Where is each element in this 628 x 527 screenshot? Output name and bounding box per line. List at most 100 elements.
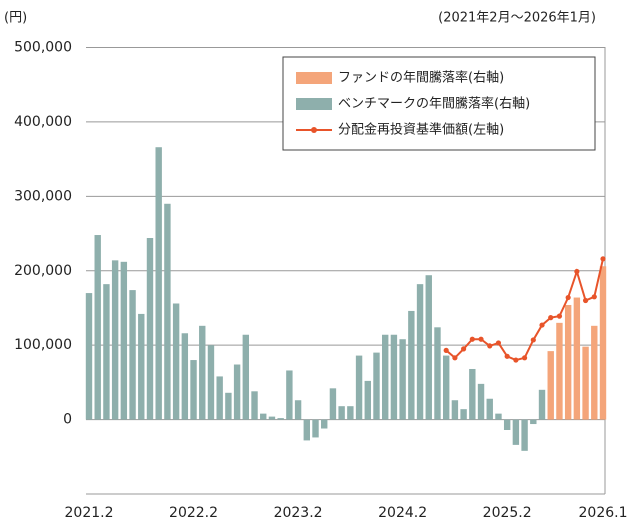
line-point <box>504 353 510 359</box>
bar <box>155 147 162 420</box>
bar <box>260 413 267 420</box>
bar <box>146 238 154 420</box>
x-tick-label: 2022.2 <box>169 505 218 521</box>
line-point <box>530 337 536 343</box>
bar <box>207 345 215 420</box>
line-point <box>565 294 571 301</box>
bar <box>486 398 493 420</box>
bar <box>495 413 502 420</box>
bar <box>329 388 337 420</box>
line-point <box>478 336 484 342</box>
bar <box>94 235 101 420</box>
bar <box>321 419 328 429</box>
x-tick-label: 2025.2 <box>483 505 532 521</box>
bar <box>111 260 119 420</box>
bar <box>373 352 380 420</box>
y-tick-label: 200,000 <box>14 263 72 279</box>
bar <box>390 334 398 420</box>
bar <box>573 297 581 420</box>
bar <box>164 203 171 420</box>
line-point <box>556 313 563 319</box>
bar <box>530 419 537 425</box>
bar <box>382 334 389 420</box>
bar <box>355 355 363 420</box>
bar <box>85 293 93 420</box>
bar <box>233 364 241 420</box>
legend-box <box>282 56 596 151</box>
line-point <box>600 256 606 262</box>
bar <box>512 419 520 445</box>
bar <box>181 333 189 420</box>
line-point <box>582 297 589 304</box>
bar <box>251 391 258 420</box>
bar <box>242 334 250 420</box>
bar <box>120 261 128 420</box>
bar <box>556 322 563 420</box>
bar <box>469 368 476 420</box>
line-point <box>461 346 467 352</box>
bar <box>138 313 145 420</box>
bar <box>364 380 371 420</box>
y-tick-label: 300,000 <box>14 188 72 204</box>
bar <box>294 400 302 420</box>
bar <box>172 303 180 420</box>
line-point <box>591 294 597 300</box>
line-point <box>487 343 493 349</box>
line-point <box>548 315 554 321</box>
y-unit-label: (円) <box>4 11 27 26</box>
bar <box>312 419 319 438</box>
line-point <box>574 268 580 275</box>
legend-swatch <box>296 98 332 110</box>
bar <box>503 419 511 431</box>
x-tick-label: 2021.2 <box>65 505 114 521</box>
bar <box>477 383 485 420</box>
legend-swatch <box>296 72 332 84</box>
bar <box>451 400 459 420</box>
bar <box>399 339 406 420</box>
bar <box>225 392 232 420</box>
bar <box>277 418 284 420</box>
bar <box>190 360 197 420</box>
x-tick-label: 2026.1 <box>579 505 628 521</box>
legend-swatch-point <box>311 127 317 133</box>
line-point <box>495 340 502 346</box>
y-tick-label: 500,000 <box>14 40 72 56</box>
bar <box>199 325 206 420</box>
line-point <box>513 357 519 363</box>
y-tick-label: 400,000 <box>14 114 72 130</box>
x-tick-label: 2023.2 <box>274 505 323 521</box>
bar <box>286 370 293 420</box>
bar <box>442 355 450 420</box>
line-point <box>539 322 545 328</box>
legend-label: ファンドの年間騰落率(右軸) <box>338 70 504 86</box>
bar <box>338 406 345 420</box>
bar <box>582 346 589 420</box>
y-tick-label: 0 <box>63 412 72 428</box>
bar <box>129 290 136 420</box>
bar <box>425 275 432 420</box>
bar <box>347 406 354 420</box>
legend-label: 分配金再投資基準価額(左軸) <box>338 122 504 138</box>
line-point <box>443 347 449 353</box>
bar <box>547 351 554 420</box>
bar <box>564 304 572 420</box>
line-point <box>521 355 528 361</box>
bar <box>216 376 223 420</box>
bar <box>416 284 424 420</box>
bar <box>538 389 546 420</box>
legend: ファンドの年間騰落率(右軸) ベンチマークの年間騰落率(右軸) 分配金再投資基準価額… <box>282 56 596 151</box>
bar <box>599 266 607 420</box>
y-tick-label: 100,000 <box>14 337 72 353</box>
bar <box>521 419 528 451</box>
bar <box>268 416 276 420</box>
bar <box>591 325 598 420</box>
period-label: (2021年2月〜2026年1月) <box>438 11 596 26</box>
bar <box>434 327 441 420</box>
bar <box>103 284 110 420</box>
bar <box>408 310 415 420</box>
x-tick-label: 2024.2 <box>378 505 427 521</box>
bar <box>460 409 467 420</box>
line-point <box>469 336 475 342</box>
